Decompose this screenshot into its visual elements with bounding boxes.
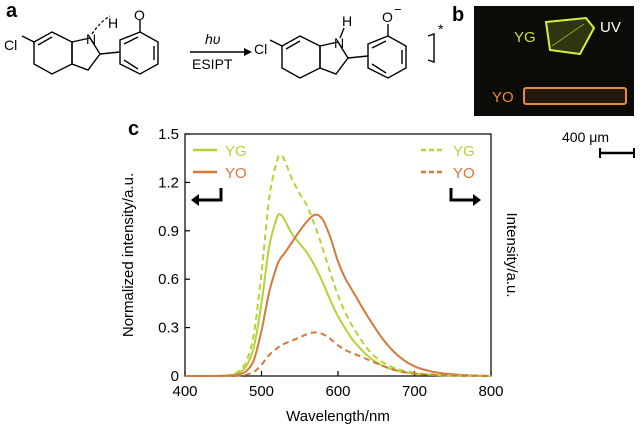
series-line-yo-dashed (184, 331, 492, 377)
y-axis-label-left: Normalized intensity/a.u. (120, 173, 137, 337)
scale-bar: 400 μm (562, 129, 635, 158)
right-axis-arrow-icon (449, 188, 473, 202)
x-axis-label: Wavelength/nm (286, 408, 390, 425)
panel-label-c: c (128, 118, 140, 140)
x-tick-label: 800 (478, 383, 503, 400)
emission-spectra-chart: 400 500 600 700 800 0 0.3 0.6 0.9 1.2 1.5 Wavelen… (120, 126, 520, 425)
yo-crystal (523, 87, 627, 105)
n-right: N (334, 35, 344, 51)
x-axis-ticks: 400 500 600 700 800 (172, 371, 504, 400)
series-line-yo-solid (184, 213, 492, 378)
y-tick-label: 0 (171, 368, 179, 385)
y-tick-label: 0.9 (158, 223, 179, 240)
esipt-reaction-scheme: Cl N H O hυ ESIPT Cl N H O − * (4, 2, 444, 79)
legend-left-yg: YG (225, 143, 247, 160)
h-right: H (342, 13, 352, 29)
left-axis-arrow-icon (199, 188, 223, 202)
cl-right: Cl (254, 41, 267, 57)
yg-crystal (544, 16, 596, 56)
legend-right-yo: YO (453, 165, 475, 182)
hydrogen-bond (91, 15, 111, 35)
h-left: H (108, 15, 118, 31)
excited-state-mark: * (438, 21, 444, 37)
uv-crystal-photo: UV YG YO (474, 6, 634, 116)
spectra-series (184, 153, 492, 378)
y-tick-label: 1.5 (158, 126, 179, 143)
legend-right: YG YO (421, 143, 481, 206)
panel-label-a: a (6, 0, 18, 22)
y-tick-label: 0.3 (158, 320, 179, 337)
x-tick-label: 700 (402, 383, 427, 400)
n-left: N (86, 31, 96, 47)
y-tick-label: 1.2 (158, 174, 179, 191)
cl-left: Cl (4, 37, 17, 53)
legend-left-yo: YO (225, 165, 247, 182)
panel-label-b: b (452, 4, 465, 26)
x-tick-label: 500 (249, 383, 274, 400)
y-tick-label: 0.6 (158, 271, 179, 288)
arrow-top-label: hυ (205, 31, 221, 47)
right-molecule-bonds (269, 24, 435, 79)
photo-yo-label: YO (492, 89, 514, 106)
o-charge: − (394, 2, 402, 17)
legend-right-yg: YG (453, 143, 475, 160)
y-axis-ticks: 0 0.3 0.6 0.9 1.2 1.5 (158, 126, 190, 385)
left-molecule-bonds (21, 20, 159, 75)
series-line-yg-dashed (184, 153, 492, 378)
x-tick-label: 400 (172, 383, 197, 400)
photo-yg-label: YG (514, 29, 536, 46)
x-tick-label: 600 (325, 383, 350, 400)
y-axis-label-right: Intensity/a.u. (503, 212, 520, 297)
legend-left: YG YO (191, 143, 247, 206)
scale-bar-label: 400 μm (562, 129, 609, 145)
o-right: O (382, 9, 393, 25)
o-left: O (134, 7, 145, 23)
arrow-head (244, 48, 252, 56)
arrow-bottom-label: ESIPT (192, 56, 233, 72)
photo-uv-label: UV (600, 19, 621, 36)
